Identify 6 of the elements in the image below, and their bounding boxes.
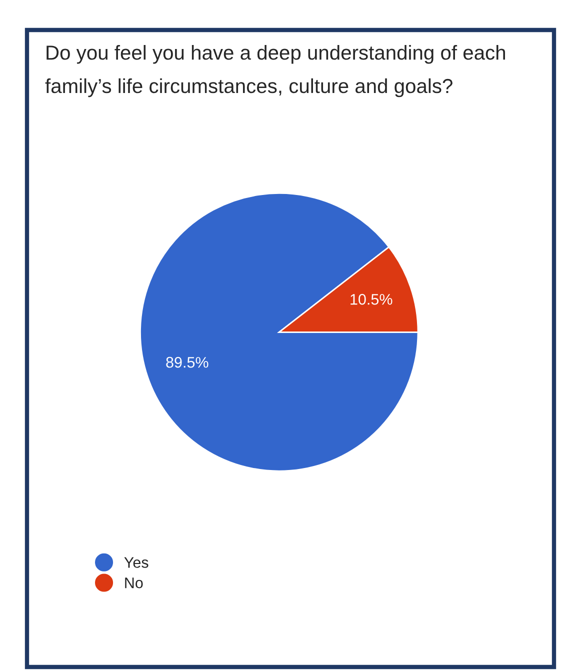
data-label: 10.5% xyxy=(350,294,392,305)
chart-title: Do you feel you have a deep understanding of each family’s life circumstances, culture and goals? xyxy=(45,45,505,98)
data-label: 89.5% xyxy=(166,356,208,368)
legend-label: No xyxy=(125,578,143,588)
legend-label: Yes xyxy=(124,557,148,568)
pie-slice xyxy=(140,192,419,472)
